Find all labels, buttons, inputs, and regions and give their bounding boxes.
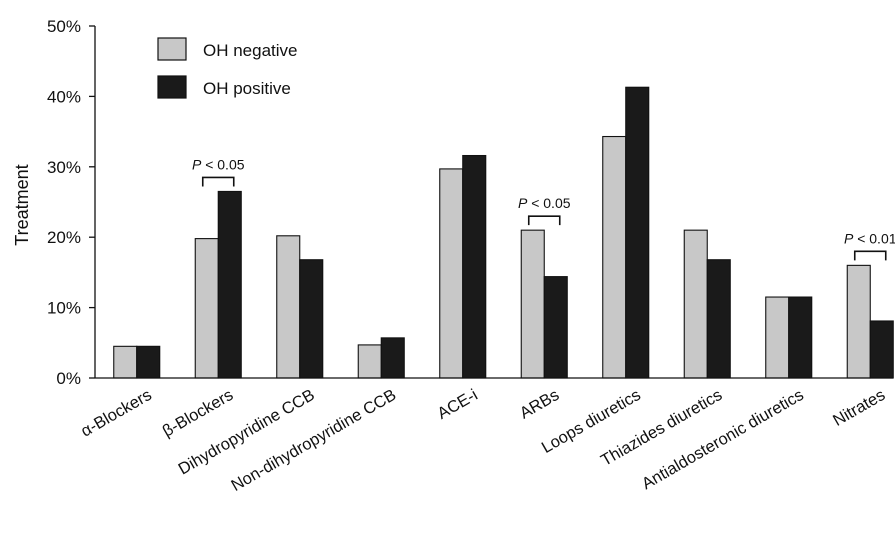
bar-oh-negative	[765, 296, 790, 379]
x-category-label: ARBs	[517, 386, 563, 423]
y-tick-label: 40%	[47, 87, 81, 106]
bar-oh-positive	[299, 259, 324, 379]
legend-label-oh-positive: OH positive	[203, 79, 291, 98]
p-value-label: P < 0.01	[844, 230, 895, 246]
bar-oh-negative	[276, 235, 301, 379]
legend: OH negative OH positive	[157, 37, 298, 99]
y-tick-label: 20%	[47, 228, 81, 247]
bars	[95, 86, 894, 379]
bar-oh-negative	[846, 264, 871, 379]
y-axis-ticks: 0% 10% 20% 30% 40% 50%	[47, 17, 95, 388]
x-category-label: ACE-i	[434, 386, 480, 423]
legend-swatch-oh-positive	[157, 75, 187, 99]
significance-bracket	[853, 250, 887, 261]
significance-bracket	[527, 215, 561, 226]
bar-oh-negative	[683, 229, 708, 379]
bar-oh-positive	[543, 276, 568, 379]
bar-oh-positive	[462, 154, 487, 379]
bar-oh-negative	[439, 168, 464, 379]
significance-annotations: P < 0.05 P < 0.05 P < 0.01	[192, 156, 895, 261]
p-value-label: P < 0.05	[192, 156, 245, 172]
x-category-label: Nitrates	[830, 386, 888, 430]
bar-oh-negative	[602, 135, 627, 379]
y-tick-label: 10%	[47, 299, 81, 318]
bar-oh-positive	[217, 190, 242, 379]
bar-oh-negative	[113, 345, 138, 379]
legend-swatch-oh-negative	[157, 37, 187, 61]
y-tick-label: 0%	[56, 369, 81, 388]
bar-oh-positive	[136, 345, 161, 379]
bar-oh-positive	[869, 320, 894, 379]
bar-oh-negative	[520, 229, 545, 379]
bar-oh-negative	[357, 344, 382, 379]
bar-oh-positive	[380, 337, 405, 379]
significance-bracket	[201, 176, 235, 187]
y-tick-label: 30%	[47, 158, 81, 177]
p-value-label: P < 0.05	[518, 195, 571, 211]
bar-oh-positive	[625, 86, 650, 379]
bar-oh-positive	[706, 259, 731, 379]
x-category-label: β-Blockers	[159, 386, 236, 441]
y-axis-title: Treatment	[12, 164, 32, 245]
bar-oh-negative	[194, 238, 219, 379]
x-category-label: α-Blockers	[78, 386, 155, 441]
legend-label-oh-negative: OH negative	[203, 41, 298, 60]
x-category-label: Dihydropyridine CCB	[175, 386, 317, 479]
y-tick-label: 50%	[47, 17, 81, 36]
bar-oh-positive	[788, 296, 813, 379]
